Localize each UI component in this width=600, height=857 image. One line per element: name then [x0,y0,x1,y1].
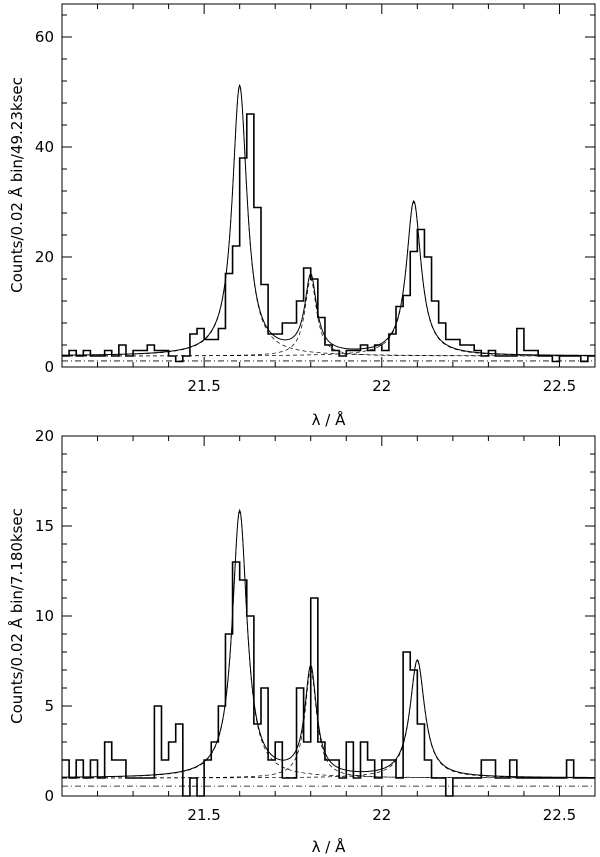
component-profile-3-top [62,201,595,357]
y-tick-label-bottom: 0 [44,787,54,805]
plot-frame-bottom [61,435,596,797]
component-profile-1-bottom [61,510,595,779]
plot-layer-bottom: 21.5 22 22.5 0 5 10 15 20 [35,427,596,824]
data-histogram-top [62,113,595,363]
y-tick-label-top: 40 [35,138,54,156]
y-axis-label-top: Counts/0.02 Å bin/49.23ksec [7,77,26,293]
x-axis-label-bottom: λ / Å [312,837,346,856]
y-tick-label-bottom: 15 [35,517,54,535]
panel-bottom: 21.5 22 22.5 0 5 10 15 20 λ / Å Counts/0.02 Å b… [7,427,596,856]
component-profile-3-bottom [62,660,595,779]
y-tick-label-top: 60 [35,28,54,46]
panel-top: 21.5 22 22.5 0 20 40 60 λ / Å Counts/0.02 Å bi… [7,3,596,429]
y-axis-label-bottom: Counts/0.02 Å bin/7.180ksec [7,508,26,724]
y-tick-label-bottom: 10 [35,607,54,625]
x-axis-label-top: λ / Å [312,410,346,429]
x-tick-label-bottom: 22.5 [543,806,576,824]
x-tick-label-top: 21.5 [187,377,220,395]
x-tick-label-bottom: 22 [372,806,391,824]
y-tick-label-top: 20 [35,248,54,266]
x-tick-label-top: 22 [372,377,391,395]
component-profile-2-bottom [62,669,595,779]
model-total-curve-top [61,83,595,356]
y-tick-label-top: 0 [44,358,54,376]
x-tick-label-top: 22.5 [543,377,576,395]
data-histogram-bottom [62,561,595,797]
x-tick-label-bottom: 21.5 [187,806,220,824]
plot-layer-top: 21.5 22 22.5 0 20 40 60 [35,4,596,395]
plot-frame-top [61,3,596,368]
y-tick-label-bottom: 20 [35,427,54,445]
y-tick-label-bottom: 5 [44,697,54,715]
model-total-curve-bottom [62,508,595,778]
component-profile-1-top [61,85,595,357]
